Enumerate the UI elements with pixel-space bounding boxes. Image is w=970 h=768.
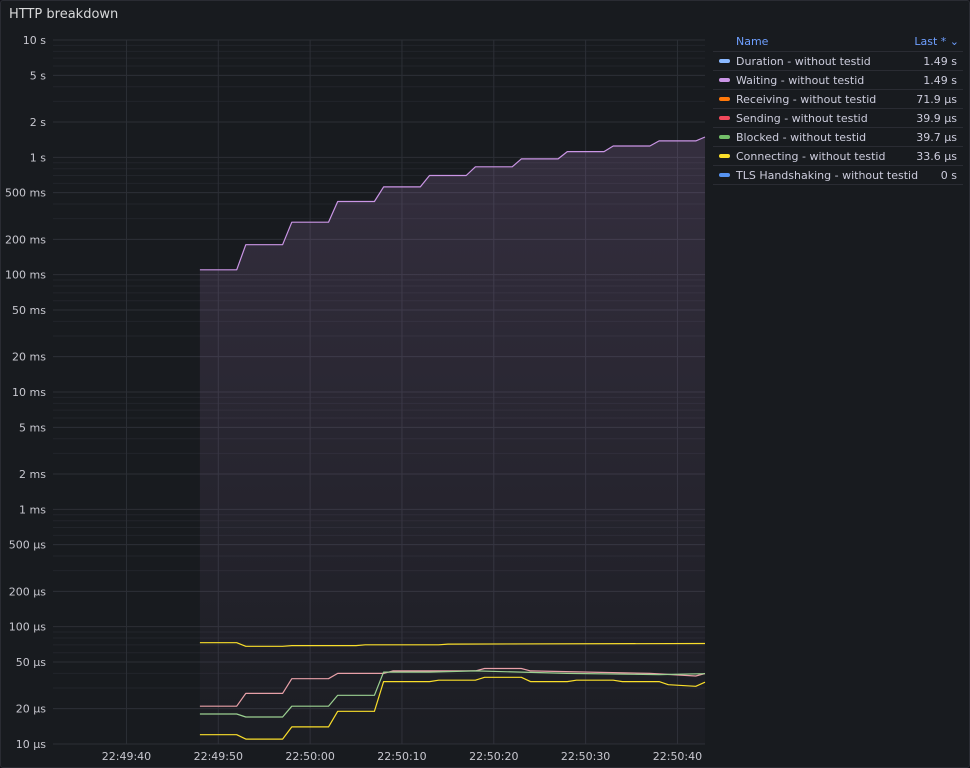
series-line <box>199 670 706 718</box>
x-tick-label: 22:50:30 <box>561 750 610 763</box>
legend-item-value: 39.7 µs <box>916 130 957 144</box>
panel-title[interactable]: HTTP breakdown <box>9 7 119 22</box>
x-tick-label: 22:50:10 <box>377 750 426 763</box>
y-tick-label: 5 ms <box>19 421 46 434</box>
legend-header: Name Last * ⌄ <box>713 33 963 52</box>
legend-swatch <box>719 59 730 63</box>
legend-item-value: 39.9 µs <box>916 111 957 125</box>
y-tick-label: 50 ms <box>12 304 46 317</box>
x-tick-label: 22:50:00 <box>285 750 334 763</box>
y-tick-label: 10 µs <box>16 738 46 751</box>
legend-rows: Duration - without testid 1.49 s Waiting -… <box>713 52 963 185</box>
series-line <box>199 642 706 647</box>
legend-item[interactable]: Sending - without testid 39.9 µs <box>713 109 963 128</box>
legend-item-name: Receiving - without testid <box>736 92 877 106</box>
legend-item-name: Blocked - without testid <box>736 130 867 144</box>
legend-table: Name Last * ⌄ Duration - without testid 1… <box>713 33 963 185</box>
legend-item-value: 1.49 s <box>923 73 957 87</box>
y-tick-label: 100 ms <box>5 269 46 282</box>
legend-item-value: 33.6 µs <box>916 149 957 163</box>
legend-swatch <box>719 97 730 101</box>
x-tick-label: 22:50:40 <box>653 750 702 763</box>
x-tick-label: 22:49:50 <box>194 750 243 763</box>
y-tick-label: 20 ms <box>12 351 46 364</box>
y-tick-label: 10 ms <box>12 386 46 399</box>
y-tick-label: 10 s <box>23 34 46 47</box>
y-tick-label: 2 s <box>30 116 46 129</box>
legend-item[interactable]: Connecting - without testid 33.6 µs <box>713 147 963 166</box>
series-line <box>199 676 706 740</box>
x-tick-label: 22:50:20 <box>469 750 518 763</box>
legend-item[interactable]: Duration - without testid 1.49 s <box>713 52 963 71</box>
y-tick-label: 20 µs <box>16 703 46 716</box>
series-area <box>199 137 705 744</box>
legend-item[interactable]: Blocked - without testid 39.7 µs <box>713 128 963 147</box>
legend-item[interactable]: Receiving - without testid 71.9 µs <box>713 90 963 109</box>
y-tick-label: 100 µs <box>9 621 46 634</box>
legend-item-value: 1.49 s <box>923 54 957 68</box>
legend-item[interactable]: Waiting - without testid 1.49 s <box>713 71 963 90</box>
legend-item-name: Waiting - without testid <box>736 73 865 87</box>
series-line <box>199 136 706 271</box>
x-tick-label: 22:49:40 <box>102 750 151 763</box>
y-tick-label: 5 s <box>30 69 46 82</box>
y-tick-label: 1 s <box>30 151 46 164</box>
legend-item-name: Connecting - without testid <box>736 149 886 163</box>
y-tick-label: 1 ms <box>19 503 46 516</box>
legend-item-name: Duration - without testid <box>736 54 871 68</box>
y-tick-label: 200 µs <box>9 585 46 598</box>
y-tick-label: 2 ms <box>19 468 46 481</box>
legend-item[interactable]: TLS Handshaking - without testid 0 s <box>713 166 963 185</box>
y-tick-label: 200 ms <box>5 233 46 246</box>
legend-item-value: 0 s <box>940 168 957 182</box>
y-tick-label: 50 µs <box>16 656 46 669</box>
legend-sort-header[interactable]: Last * ⌄ <box>914 35 959 48</box>
legend-name-header[interactable]: Name <box>736 35 769 48</box>
y-tick-label: 500 ms <box>5 187 46 200</box>
legend-swatch <box>719 154 730 158</box>
legend-swatch <box>719 116 730 120</box>
legend-swatch <box>719 135 730 139</box>
legend-item-value: 71.9 µs <box>916 92 957 106</box>
y-tick-label: 500 µs <box>9 539 46 552</box>
legend-item-name: TLS Handshaking - without testid <box>736 168 919 182</box>
legend-swatch <box>719 173 730 177</box>
legend-swatch <box>719 78 730 82</box>
legend-item-name: Sending - without testid <box>736 111 868 125</box>
